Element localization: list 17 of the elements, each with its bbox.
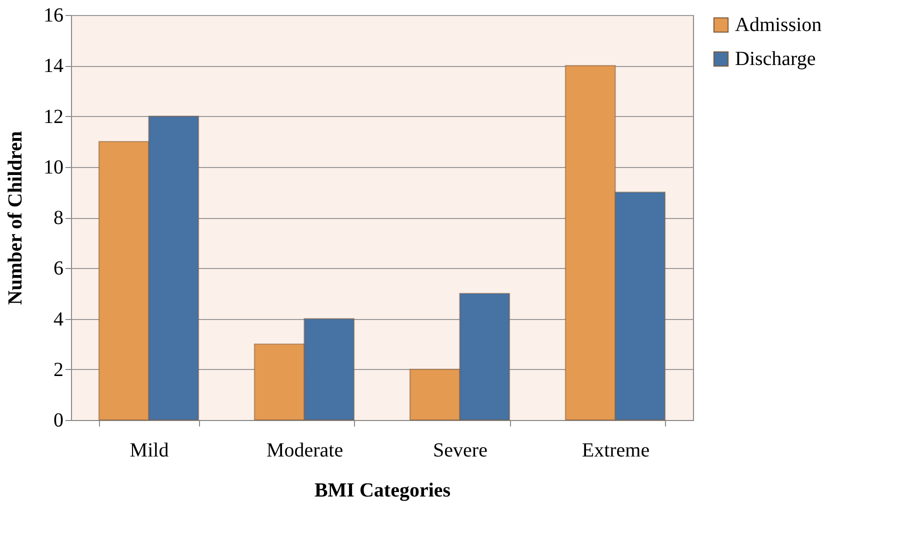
y-tick-label: 6 (54, 258, 64, 280)
y-tick-label: 2 (54, 358, 64, 381)
y-tick-label: 10 (44, 156, 64, 178)
legend-label: Admission (735, 14, 822, 36)
y-axis-title: Number of Children (4, 131, 26, 305)
y-tick-label: 16 (44, 4, 64, 26)
x-tick-label: Moderate (266, 440, 344, 462)
x-tick-label: Severe (433, 440, 488, 462)
y-tick-label: 14 (44, 55, 64, 78)
x-axis-title: BMI Categories (314, 480, 451, 502)
y-tick-label: 4 (54, 308, 64, 330)
x-tick-label: Extreme (582, 440, 650, 462)
y-tick-label: 8 (54, 207, 64, 229)
legend-label: Discharge (735, 48, 816, 70)
x-tick-label: Mild (130, 440, 169, 462)
y-tick-label: 0 (54, 410, 64, 432)
y-tick-label: 12 (44, 106, 64, 128)
